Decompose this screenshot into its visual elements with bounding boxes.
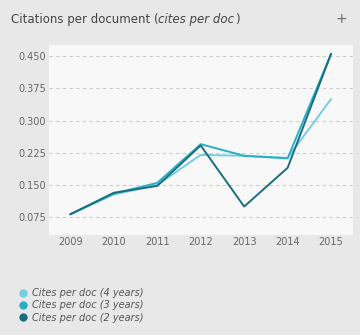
Text: +: +: [336, 12, 347, 26]
Text: ): ): [235, 13, 239, 26]
Text: cites per doc: cites per doc: [158, 13, 235, 26]
Legend: Cites per doc (4 years), Cites per doc (3 years), Cites per doc (2 years): Cites per doc (4 years), Cites per doc (…: [16, 284, 148, 327]
Text: Citations per document (: Citations per document (: [11, 13, 158, 26]
